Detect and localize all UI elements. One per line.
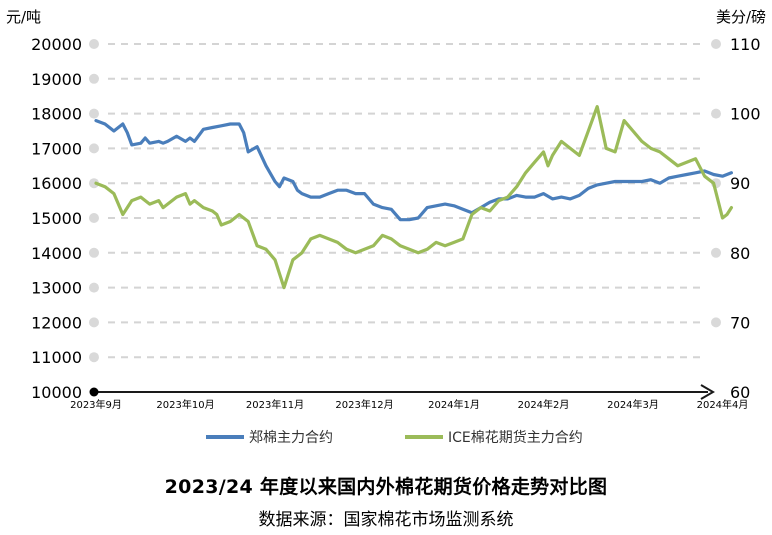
y-right-tick-label: 110 [730, 35, 761, 54]
legend-label-zhengmian: 郑棉主力合约 [249, 429, 333, 446]
x-tick-label: 2023年10月 [156, 398, 214, 411]
y-left-tick-label: 20000 [31, 35, 82, 54]
y-left-tick-label: 12000 [31, 313, 82, 332]
left-tick-dot [89, 247, 99, 258]
left-tick-dot [89, 178, 99, 189]
y-left-tick-label: 11000 [31, 348, 82, 367]
right-tick-dot [711, 247, 721, 258]
y-right-tick-label: 90 [730, 174, 750, 193]
y-right-tick-label: 60 [730, 383, 750, 402]
right-tick-dot [711, 108, 721, 119]
y-left-tick-label: 18000 [31, 105, 82, 124]
chart-title: 2023/24 年度以来国内外棉花期货价格走势对比图 [164, 476, 608, 498]
chart-source: 数据来源：国家棉花市场监测系统 [258, 510, 514, 530]
y-left-axis-label: 元/吨 [6, 8, 41, 26]
left-tick-dot [89, 282, 99, 293]
y-left-tick-label: 14000 [31, 244, 82, 263]
y-left-tick-label: 10000 [31, 383, 82, 402]
legend-label-ice: ICE棉花期货主力合约 [448, 429, 583, 446]
left-tick-dot [89, 143, 99, 154]
left-tick-dot [89, 317, 99, 328]
tick-labels: 20000 19000 18000 17000 16000 15000 14000 13000… [31, 35, 760, 411]
left-tick-dot [89, 73, 99, 84]
origin-dot [89, 387, 99, 397]
series-line-zhengmian [94, 118, 734, 222]
x-tick-label: 2024年2月 [518, 398, 570, 411]
x-tick-label: 2023年12月 [335, 398, 393, 411]
left-tick-dot [89, 108, 99, 119]
y-right-tick-label: 70 [730, 313, 750, 332]
right-tick-dot [711, 39, 721, 49]
y-right-tick-label: 80 [730, 244, 750, 263]
x-tick-label: 2024年3月 [607, 398, 659, 411]
y-left-tick-label: 19000 [31, 70, 82, 89]
left-tick-dot [89, 39, 99, 49]
y-left-tick-label: 16000 [31, 174, 82, 193]
axes [89, 384, 715, 400]
x-tick-label: 2023年9月 [70, 398, 122, 411]
y-right-tick-label: 100 [730, 105, 761, 124]
x-tick-label: 2024年1月 [428, 398, 480, 411]
x-tick-label: 2024年4月 [697, 398, 749, 411]
series-line-ice [94, 104, 734, 290]
series-lines [94, 104, 734, 290]
x-axis-arrow [700, 384, 715, 400]
left-tick-dot [89, 213, 99, 223]
x-tick-label: 2023年11月 [246, 398, 304, 411]
y-right-axis-label: 美分/磅 [716, 8, 766, 26]
y-left-tick-label: 15000 [31, 209, 82, 228]
y-left-tick-label: 17000 [31, 139, 82, 158]
right-tick-dot [711, 317, 721, 328]
grid-lines [89, 39, 721, 363]
y-left-tick-label: 13000 [31, 279, 82, 298]
left-tick-dot [89, 352, 99, 363]
legend: 郑棉主力合约 ICE棉花期货主力合约 [206, 429, 583, 446]
